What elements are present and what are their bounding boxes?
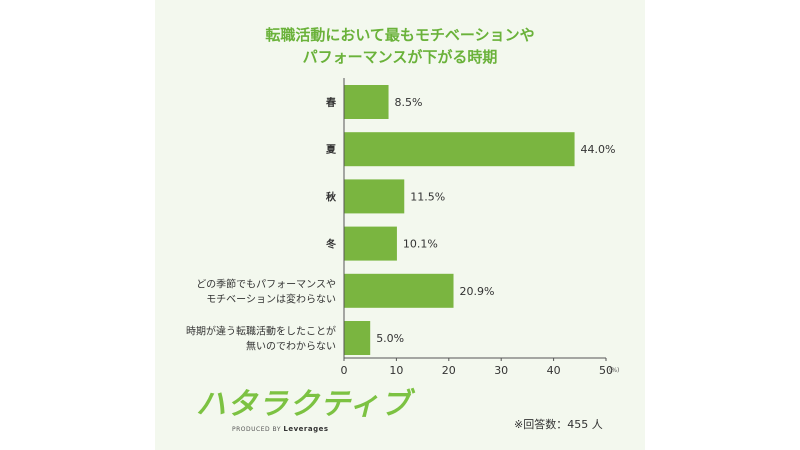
- bar: [344, 179, 405, 214]
- chart-title-line2: パフォーマンスが下がる時期: [302, 48, 498, 66]
- category-label: どの季節でもパフォーマンスや: [196, 277, 336, 290]
- category-label: 時期が違う転職活動をしたことが: [186, 325, 336, 338]
- bar: [344, 226, 397, 261]
- respondent-count-note: ※回答数：455 人: [514, 418, 603, 431]
- x-tick-label: 50: [599, 364, 613, 377]
- x-tick-label: 10: [389, 364, 403, 377]
- bar: [344, 85, 389, 119]
- category-label: 秋: [326, 190, 337, 203]
- category-label: 無いのでわからない: [246, 340, 336, 353]
- bar-value-label: 5.0%: [376, 332, 404, 345]
- x-tick-label: 30: [494, 364, 508, 377]
- logo-sub-prefix: PRODUCED BY: [232, 426, 281, 433]
- x-tick-label: 0: [341, 364, 348, 377]
- bar: [344, 273, 454, 308]
- x-unit-label: (%): [609, 367, 619, 374]
- chart-panel: [155, 0, 645, 450]
- bar-value-label: 11.5%: [410, 190, 445, 203]
- bar-value-label: 44.0%: [581, 143, 616, 156]
- bar-value-label: 20.9%: [460, 285, 495, 298]
- logo-subtitle: PRODUCED BY Leverages: [232, 425, 329, 433]
- bar-value-label: 8.5%: [395, 96, 423, 109]
- chart-title-line1: 転職活動において最もモチベーションや: [265, 26, 535, 44]
- category-label: 冬: [326, 238, 336, 251]
- category-label: 夏: [325, 144, 337, 156]
- x-tick-label: 20: [442, 364, 456, 377]
- hataractive-logo: ハタラクティブ: [196, 387, 412, 422]
- category-label: 春: [326, 96, 336, 109]
- bar: [344, 321, 371, 355]
- bar: [344, 132, 575, 167]
- category-label: モチベーションは変わらない: [206, 292, 336, 305]
- x-tick-label: 40: [547, 364, 561, 377]
- logo-sub-brand: Leverages: [283, 425, 329, 433]
- bar-value-label: 10.1%: [403, 238, 438, 251]
